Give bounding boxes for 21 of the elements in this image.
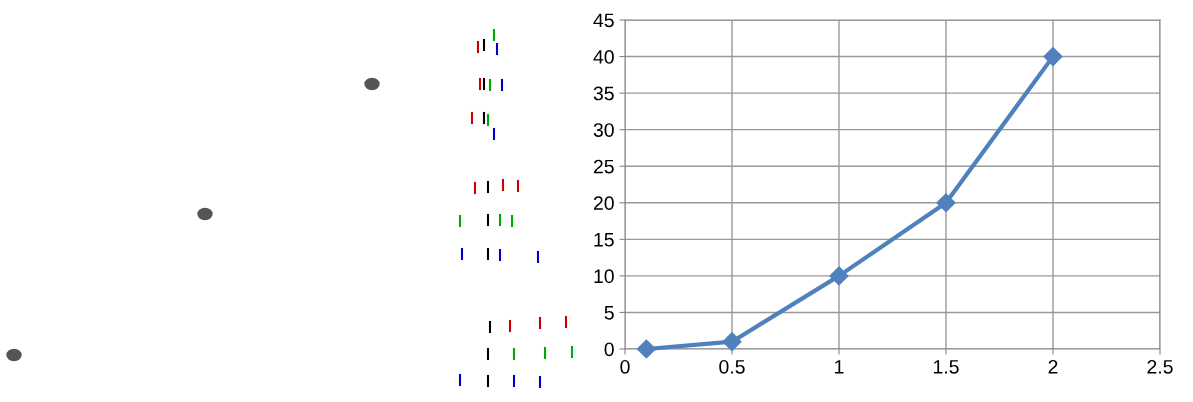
y-tick-label: 30 bbox=[593, 123, 614, 137]
y-tick-label: 5 bbox=[604, 306, 614, 320]
x-tick-label: 0.5 bbox=[719, 359, 745, 374]
y-tick-label: 20 bbox=[593, 196, 614, 211]
y-tick-label: 25 bbox=[593, 159, 614, 174]
point bbox=[722, 332, 742, 352]
point bbox=[829, 266, 849, 286]
y-tick-label: 15 bbox=[594, 233, 614, 247]
point bbox=[936, 193, 956, 213]
x-tick-label: 1.5 bbox=[933, 360, 959, 374]
y-tick-label: 45 bbox=[593, 13, 614, 28]
y-tick-label: 35 bbox=[593, 86, 614, 101]
x-tick-label: 2.5 bbox=[1147, 359, 1173, 374]
y-tick-label: 0 bbox=[604, 342, 614, 357]
x-tick-label: 1 bbox=[835, 360, 844, 374]
point bbox=[636, 339, 656, 359]
y-tick-label: 10 bbox=[594, 269, 614, 284]
x-tick-label: 0 bbox=[620, 359, 630, 374]
x-tick-label: 2 bbox=[1048, 359, 1058, 374]
y-tick-label: 40 bbox=[593, 50, 614, 64]
point bbox=[1043, 47, 1063, 67]
